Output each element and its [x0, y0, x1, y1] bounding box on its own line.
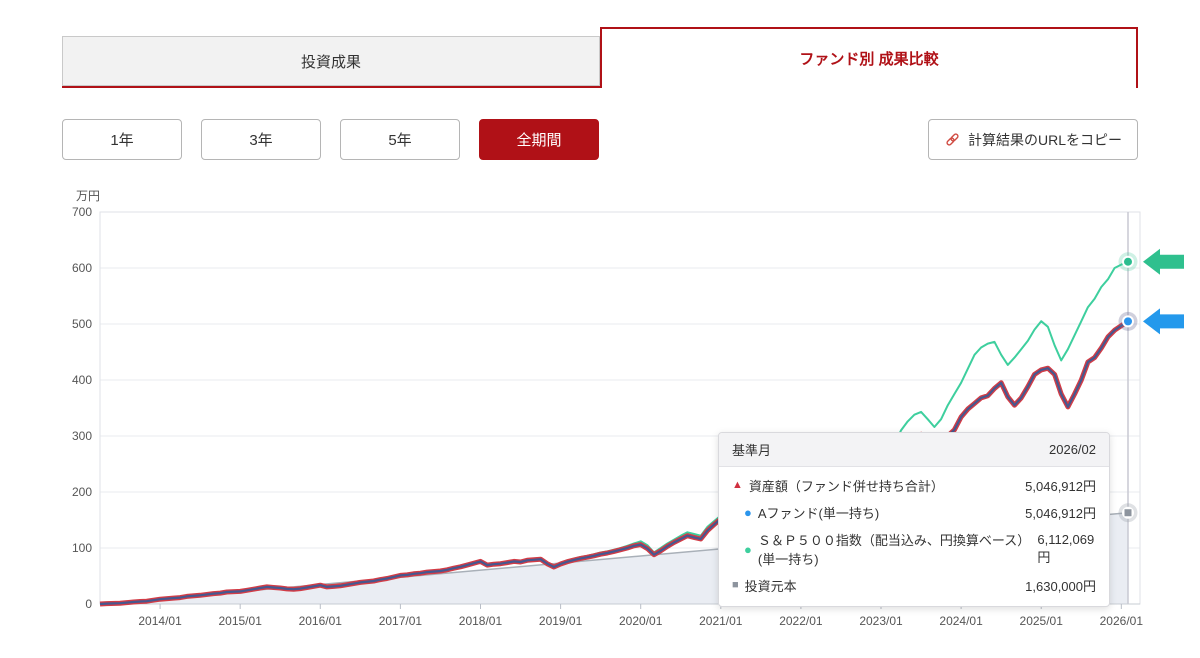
period-controls: 1年 3年 5年 全期間 計算結果のURLをコピー: [0, 119, 1200, 160]
copy-url-label: 計算結果のURLをコピー: [967, 131, 1122, 148]
y-tick-label: 600: [72, 261, 92, 275]
y-tick-label: 400: [72, 373, 92, 387]
tooltip-header-label: 基準月: [732, 443, 772, 458]
period-button-1y[interactable]: 1年: [62, 119, 182, 160]
tooltip-row-value: 6,112,069円: [1037, 532, 1095, 565]
tooltip-row-asset-total: ▲ 資産額（ファンド併せ持ち合計） 5,046,912円: [719, 472, 1109, 499]
period-button-all[interactable]: 全期間: [479, 119, 599, 160]
sp500-endpoint-dot: [1123, 257, 1132, 266]
period-button-5y[interactable]: 5年: [340, 119, 460, 160]
principal-endpoint-square: [1124, 509, 1132, 517]
tooltip-row-value: 5,046,912円: [1025, 479, 1096, 494]
tab-label: 投資成果: [300, 53, 361, 71]
tooltip-row-fund-a: ● Aファンド(単一持ち) 5,046,912円: [719, 499, 1109, 526]
x-tick-label: 2025/01: [1020, 614, 1064, 628]
tooltip-header: 基準月 2026/02: [719, 433, 1109, 467]
tooltip-row-label: Ｓ＆Ｐ５００指数（配当込み、円換算ベース）(単一持ち): [757, 533, 1031, 567]
fund-endpoint-dot: [1123, 317, 1132, 326]
y-tick-label: 500: [72, 317, 92, 331]
x-tick-label: 2016/01: [299, 614, 343, 628]
square-marker-icon: ■: [732, 579, 739, 591]
tooltip-row-label: Aファンド(単一持ち): [757, 506, 880, 521]
tab-fund-comparison[interactable]: ファンド別 成果比較: [600, 27, 1138, 88]
x-tick-label: 2021/01: [699, 614, 743, 628]
x-tick-label: 2017/01: [379, 614, 423, 628]
circle-marker-icon: ●: [744, 505, 752, 520]
triangle-marker-icon: ▲: [732, 479, 743, 491]
tooltip-header-value: 2026/02: [1049, 442, 1096, 457]
green-arrow-icon: [1143, 248, 1184, 275]
chart-tooltip: 基準月 2026/02 ▲ 資産額（ファンド併せ持ち合計） 5,046,912円…: [718, 432, 1110, 607]
tooltip-row-label: 投資元本: [744, 579, 797, 594]
tooltip-rows: ▲ 資産額（ファンド併せ持ち合計） 5,046,912円 ● Aファンド(単一持…: [719, 467, 1109, 606]
y-tick-label: 200: [72, 485, 92, 499]
y-tick-label: 100: [72, 541, 92, 555]
blue-arrow-icon: [1143, 308, 1184, 335]
copy-url-button[interactable]: 計算結果のURLをコピー: [928, 119, 1138, 160]
x-tick-label: 2019/01: [539, 614, 583, 628]
link-icon: [946, 133, 959, 146]
tab-underline: [62, 86, 600, 88]
x-tick-label: 2018/01: [459, 614, 503, 628]
tooltip-row-value: 1,630,000円: [1025, 579, 1096, 594]
y-tick-label: 0: [85, 597, 92, 611]
period-button-3y[interactable]: 3年: [201, 119, 321, 160]
tooltip-row-sp500: ● Ｓ＆Ｐ５００指数（配当込み、円換算ベース）(単一持ち) 6,112,069円: [719, 526, 1109, 572]
x-tick-label: 2020/01: [619, 614, 663, 628]
tooltip-row-label: 資産額（ファンド併せ持ち合計）: [748, 479, 944, 494]
x-tick-label: 2023/01: [859, 614, 903, 628]
x-tick-label: 2015/01: [218, 614, 262, 628]
x-tick-label: 2022/01: [779, 614, 823, 628]
tab-label: ファンド別 成果比較: [799, 51, 939, 68]
tab-investment-results[interactable]: 投資成果: [62, 36, 600, 86]
y-tick-label: 700: [72, 205, 92, 219]
y-tick-label: 300: [72, 429, 92, 443]
x-tick-label: 2024/01: [939, 614, 983, 628]
circle-marker-icon: ●: [744, 541, 752, 557]
x-tick-label: 2026/01: [1100, 614, 1144, 628]
fund-line-inner: [99, 320, 1129, 606]
y-axis-unit-label: 万円: [75, 189, 100, 203]
tooltip-row-principal: ■ 投資元本 1,630,000円: [719, 572, 1109, 599]
x-tick-label: 2014/01: [138, 614, 182, 628]
tooltip-row-value: 5,046,912円: [1025, 506, 1096, 521]
